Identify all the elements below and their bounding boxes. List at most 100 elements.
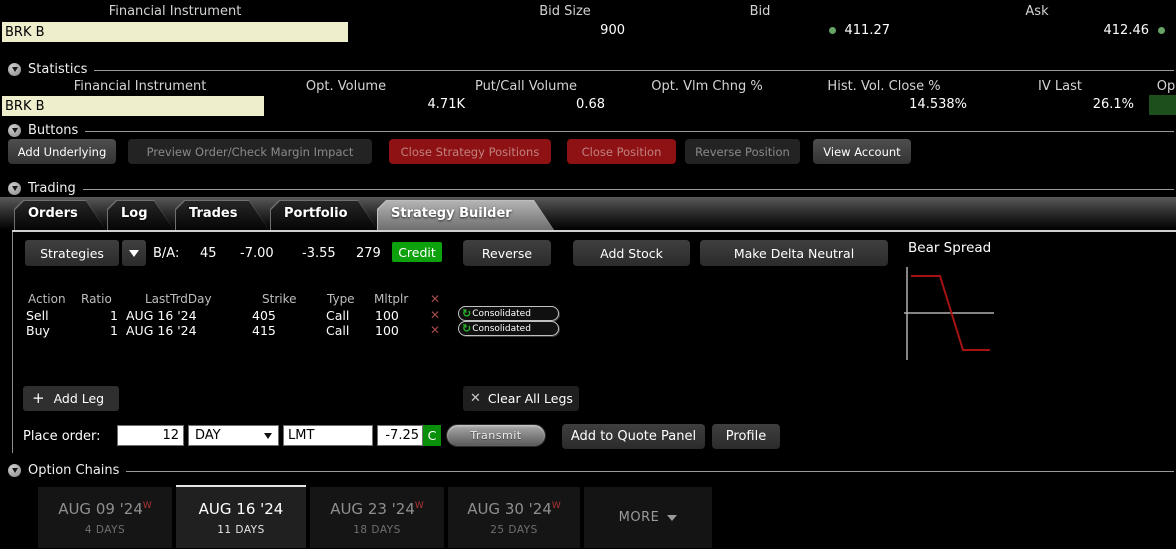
leg1-action: Sell (26, 308, 49, 323)
clear-all-legs-label: Clear All Legs (487, 391, 573, 406)
stat-header-hist-vol: Hist. Vol. Close % (827, 79, 941, 94)
tif-select[interactable]: DAY (188, 425, 279, 446)
more-expirations-button[interactable]: MORE (584, 487, 712, 548)
legs-header-action: Action (28, 292, 66, 306)
option-chains-section-rule (126, 470, 1174, 472)
leg2-data-source-pill[interactable]: ↻ Consolidated (458, 321, 559, 336)
leg1-lasttrdday: AUG 16 '24 (126, 308, 197, 323)
trading-panel-top-border (12, 230, 1176, 232)
transmit-button[interactable]: Transmit (446, 424, 546, 447)
tab-trades-label: Trades (189, 206, 238, 221)
legs-header-delete-icon: ✕ (430, 292, 441, 306)
credit-badge: Credit (392, 242, 442, 262)
expiration-days: 4 DAYS (84, 523, 126, 536)
statistics-section-header: Statistics (8, 61, 1174, 77)
stat-header-opt-volume: Opt. Volume (305, 79, 387, 94)
trading-panel-left-border (12, 232, 13, 453)
ask-tick-dot-icon (1158, 27, 1165, 34)
limit-price-input[interactable] (377, 425, 423, 446)
add-to-quote-panel-button[interactable]: Add to Quote Panel (562, 424, 705, 449)
expiration-days: 11 DAYS (217, 523, 265, 536)
leg2-strike: 415 (252, 323, 276, 338)
clear-icon: ✕ (470, 391, 481, 406)
tab-portfolio[interactable]: Portfolio (270, 200, 378, 230)
stat-hist-vol-value: 14.538% (909, 97, 967, 112)
tab-portfolio-label: Portfolio (284, 206, 348, 221)
tab-log[interactable]: Log (107, 200, 174, 230)
weekly-flag: W (414, 500, 424, 511)
instrument-input[interactable] (2, 22, 348, 42)
close-strategy-positions-button[interactable]: Close Strategy Positions (389, 139, 551, 164)
add-leg-label: Add Leg (53, 391, 105, 406)
chevron-down-icon (129, 249, 139, 257)
reverse-position-button[interactable]: Reverse Position (685, 139, 800, 164)
buttons-collapse-icon[interactable] (8, 123, 21, 137)
stat-header-opt-vlm-chng: Opt. Vlm Chng % (651, 79, 763, 94)
leg1-delete-icon[interactable]: ✕ (430, 308, 441, 322)
stat-header-iv-last: IV Last (1038, 79, 1082, 94)
leg2-lasttrdday: AUG 16 '24 (126, 323, 197, 338)
preview-order-button[interactable]: Preview Order/Check Margin Impact (128, 139, 372, 164)
add-stock-button[interactable]: Add Stock (573, 240, 690, 266)
leg2-action: Buy (26, 323, 50, 338)
trading-collapse-icon[interactable] (8, 181, 21, 195)
leg2-delete-icon[interactable]: ✕ (430, 323, 441, 337)
close-position-button[interactable]: Close Position (567, 139, 676, 164)
leg1-mltplr: 100 (375, 308, 399, 323)
stat-header-op-truncated: Op (1156, 79, 1176, 94)
chevron-down-icon (667, 514, 678, 521)
option-chains-collapse-icon[interactable] (8, 463, 21, 477)
option-chains-section-title: Option Chains (28, 462, 120, 478)
ba-value-3: 279 (356, 246, 381, 261)
view-account-button[interactable]: View Account (813, 139, 911, 164)
clear-all-legs-button[interactable]: ✕ Clear All Legs (463, 386, 579, 411)
expiration-aug-30[interactable]: AUG 30 '24W 25 DAYS (448, 487, 580, 548)
tab-strategy-builder[interactable]: Strategy Builder (377, 200, 554, 230)
leg1-strike: 405 (252, 308, 276, 323)
quantity-input[interactable] (117, 425, 184, 446)
buttons-section-header: Buttons (8, 122, 1174, 138)
statistics-section-rule (94, 69, 1174, 71)
reverse-button[interactable]: Reverse (463, 240, 551, 266)
quote-header-bid-size: Bid Size (539, 4, 591, 19)
leg1-data-source-pill[interactable]: ↻ Consolidated (458, 306, 559, 321)
order-type-input[interactable] (283, 425, 373, 446)
buttons-section-title: Buttons (28, 122, 79, 138)
strategies-dropdown-button[interactable] (122, 240, 146, 266)
tab-strategy-builder-label: Strategy Builder (391, 206, 512, 221)
expiration-aug-16-selected[interactable]: AUG 16 '24 11 DAYS (176, 485, 306, 548)
tif-value: DAY (195, 428, 221, 443)
stat-instrument-input[interactable] (2, 96, 264, 116)
strategies-button[interactable]: Strategies (25, 240, 119, 266)
statistics-collapse-icon[interactable] (8, 62, 21, 76)
quote-header-bid: Bid (749, 4, 771, 19)
profile-button[interactable]: Profile (712, 424, 780, 449)
weekly-flag: W (551, 500, 561, 511)
legs-header-type: Type (327, 292, 355, 306)
leg2-ratio: 1 (110, 323, 118, 338)
stat-op-green-cell (1149, 95, 1176, 115)
add-leg-button[interactable]: + Add Leg (23, 386, 119, 411)
trading-section-title: Trading (28, 180, 76, 196)
tab-orders[interactable]: Orders (14, 200, 106, 230)
bid-value: 411.27 (844, 23, 891, 38)
tab-trades[interactable]: Trades (175, 200, 269, 230)
legs-header-mltplr: Mltplr (374, 292, 409, 306)
statistics-section-title: Statistics (28, 61, 88, 77)
make-delta-neutral-button[interactable]: Make Delta Neutral (700, 240, 888, 266)
stat-put-call-value: 0.68 (576, 97, 605, 112)
tab-log-label: Log (121, 206, 148, 221)
leg2-data-source-label: Consolidated (472, 323, 531, 334)
stat-opt-volume-value: 4.71K (427, 97, 465, 112)
strategy-name-label: Bear Spread (908, 240, 992, 256)
add-underlying-button[interactable]: Add Underlying (8, 139, 116, 164)
expiration-aug-23[interactable]: AUG 23 '24W 18 DAYS (310, 487, 444, 548)
place-order-label: Place order: (23, 429, 101, 444)
expiration-aug-09[interactable]: AUG 09 '24W 4 DAYS (38, 487, 172, 548)
trading-section-rule (82, 188, 1174, 190)
tab-orders-label: Orders (28, 206, 78, 221)
expiration-date: AUG 09 '24W (58, 499, 152, 518)
ba-value-1: -7.00 (240, 246, 274, 261)
